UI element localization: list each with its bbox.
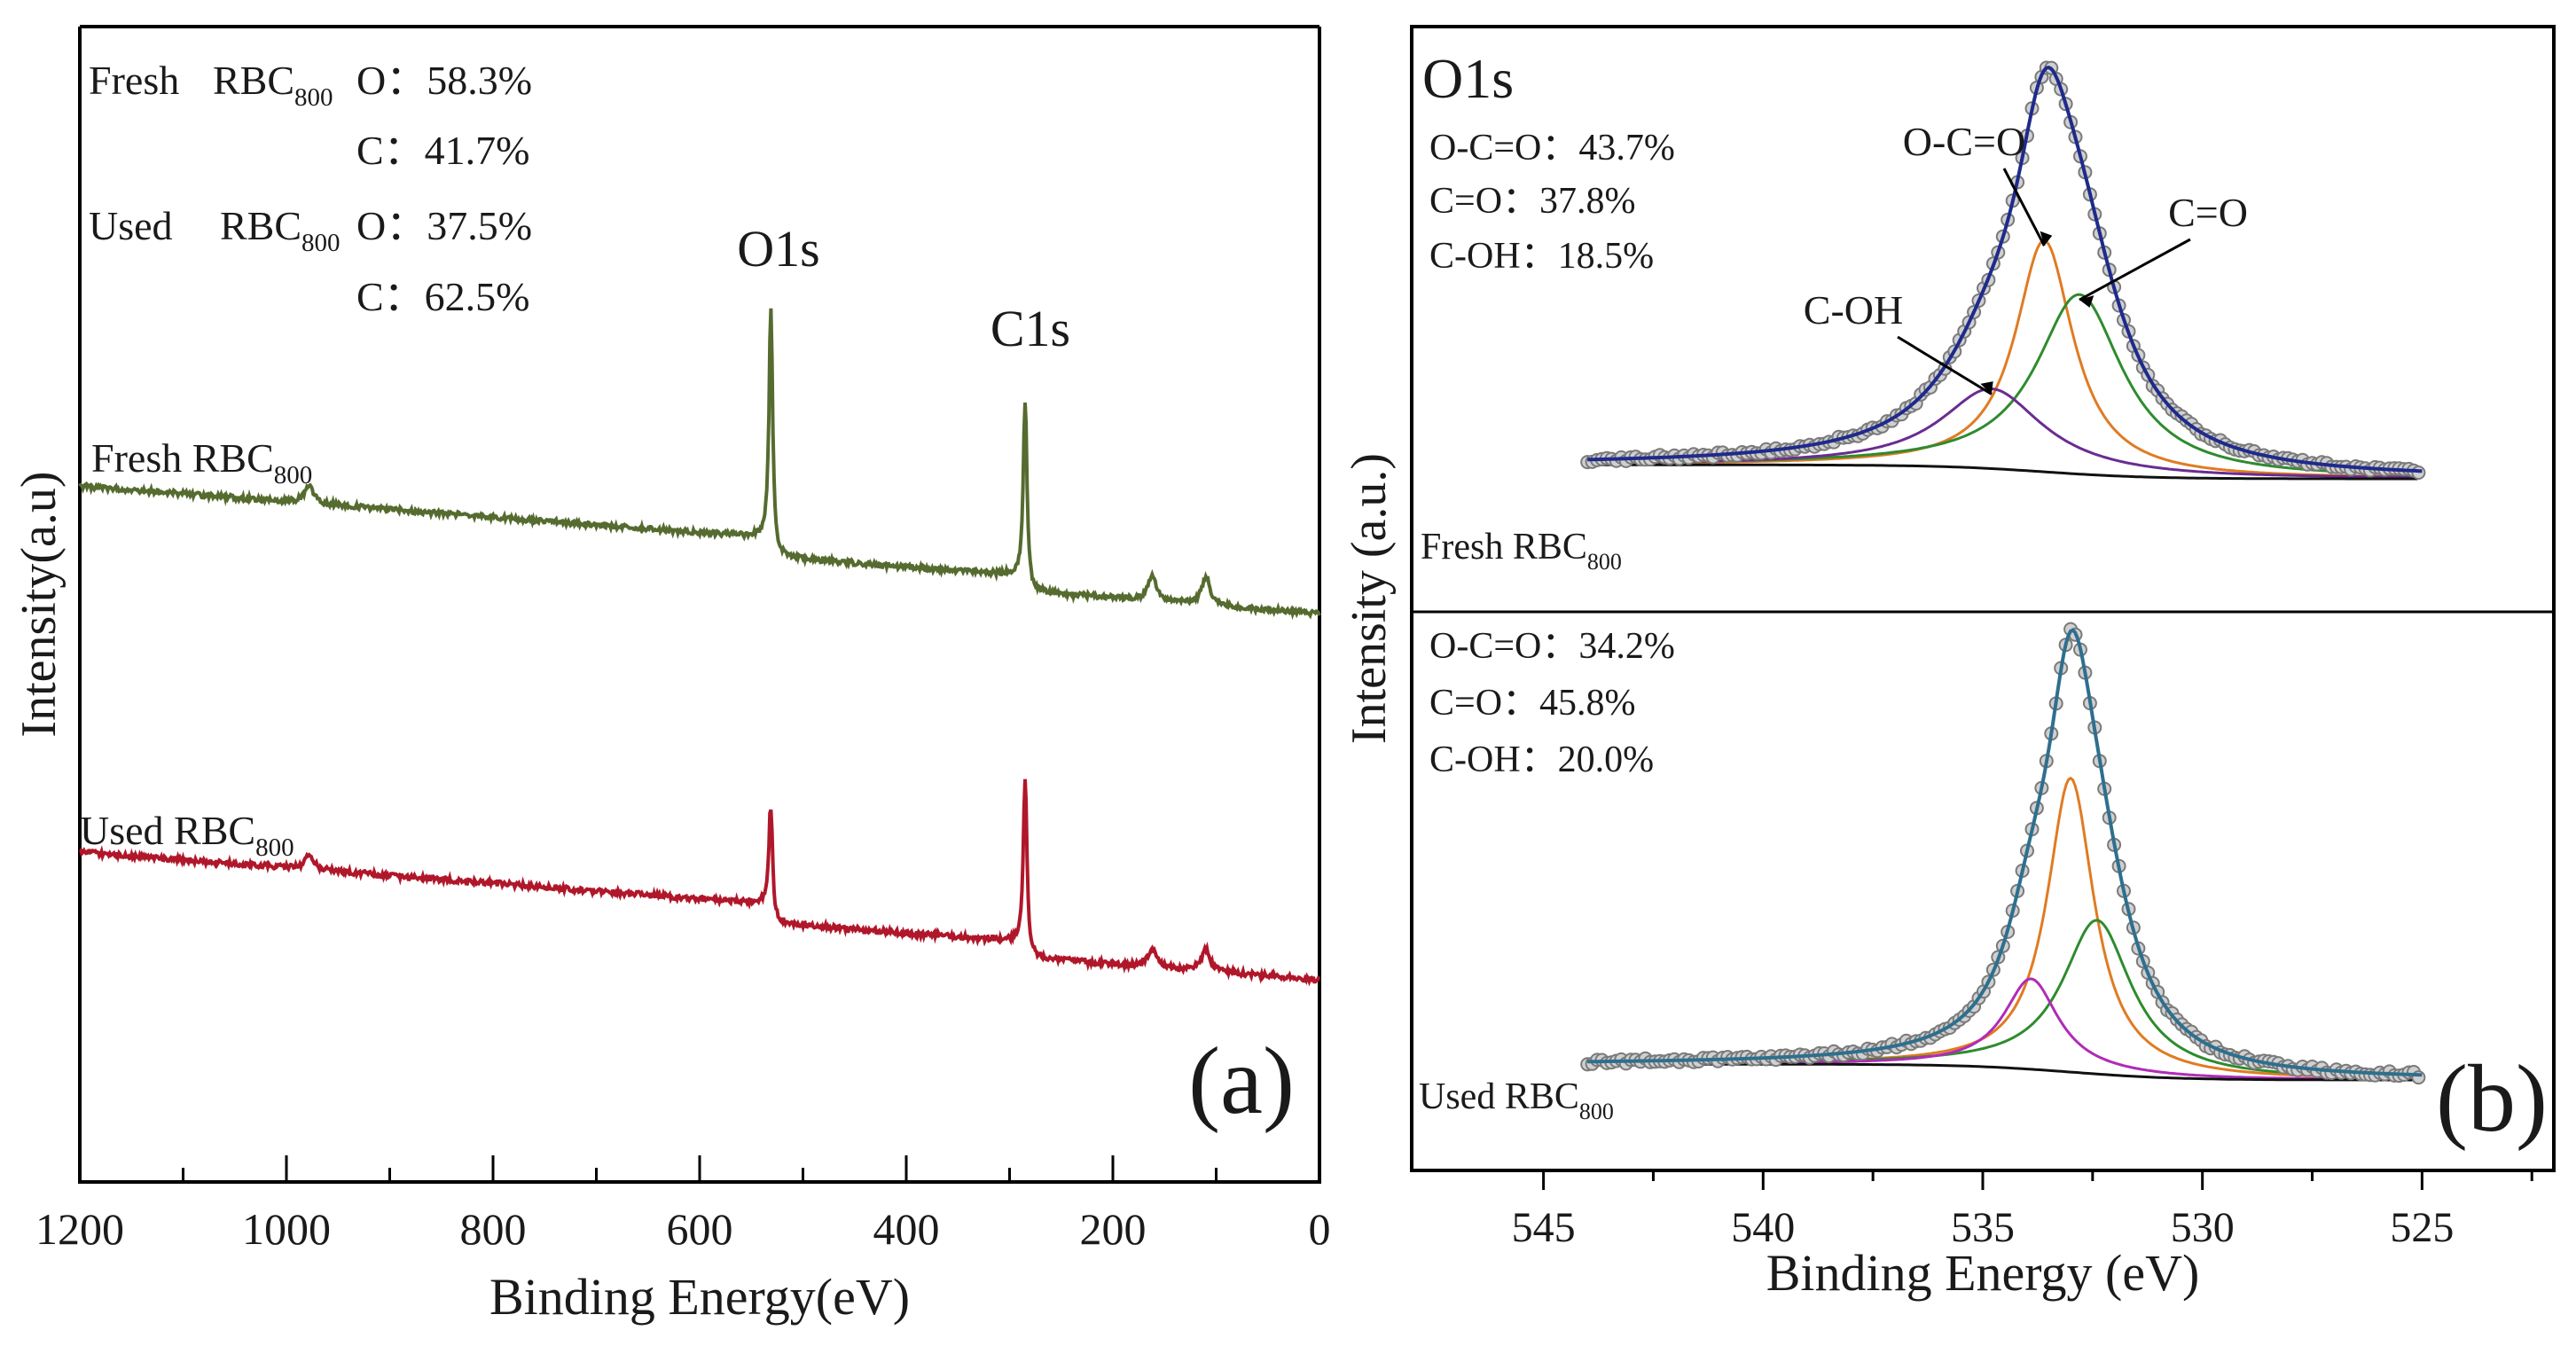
panel-b-peak-pointer (1897, 335, 1993, 395)
panel-b-xtick-label: 540 (1731, 1204, 1795, 1251)
panel-b-background (1587, 1062, 2418, 1082)
panel-a-xtick-label: 1000 (242, 1204, 331, 1254)
panel-b-envelope (1587, 66, 2423, 473)
panel-a-xtick-label: 600 (667, 1204, 733, 1254)
panel-b-stat: O-C=O：43.7% (1429, 128, 1675, 168)
panel-a-comp-value: O：37.5% (356, 203, 532, 248)
panel-b-xlabel: Binding Energy (eV) (1766, 1244, 2200, 1302)
panel-b-stat: O-C=O：34.2% (1429, 626, 1675, 667)
panel-a-series-label-fresh: Fresh RBC800 (91, 435, 312, 489)
panel-a-ylabel: Intensity(a.u) (12, 471, 67, 737)
panel-b-xtick-label: 535 (1951, 1204, 2015, 1251)
panel-b-stat: C-OH：18.5% (1429, 236, 1654, 277)
panel-b-component-fresh (1587, 293, 2423, 476)
panel-b-label: (b) (2436, 1046, 2548, 1152)
panel-b-peak-label: O-C=O (1903, 119, 2025, 164)
panel-a-comp-material: RBC800 (213, 58, 333, 112)
panel-a-series-label-used: Used RBC800 (80, 808, 294, 862)
panel-a-xtick-label: 1200 (35, 1204, 124, 1254)
panel-b-peak-arrowhead (1980, 381, 1993, 395)
panel-a-xtick-label: 0 (1309, 1204, 1331, 1254)
panel-a-o1s-annotation: O1s (737, 220, 819, 278)
panel-a-series-fresh (78, 308, 1321, 621)
panel-b-peak-arrowhead (2079, 295, 2094, 308)
panel-a-comp-value: C：41.7% (356, 128, 530, 173)
panel-b-peak-arrowhead (2040, 231, 2053, 247)
panel-b-component-fresh (1587, 239, 2423, 479)
panel-a-comp-value: O：58.3% (356, 58, 532, 103)
panel-b-peak-pointer (2079, 238, 2191, 301)
panel-b-xtick-label: 530 (2171, 1204, 2235, 1251)
panel-b-xtick-label: 545 (1512, 1204, 1576, 1251)
panel-a-series-used (79, 779, 1321, 987)
panel-b-background (1587, 463, 2418, 481)
panel-b-stat: C-OH：20.0% (1429, 740, 1654, 780)
panel-b-peak-label: C-OH (1804, 287, 1903, 333)
panel-b-xtick-label: 525 (2390, 1204, 2454, 1251)
panel-b-stat: C=O：45.8% (1429, 683, 1636, 724)
panel-b-ylabel: Intensity (a.u.) (1342, 453, 1397, 744)
panel-b-stat: C=O：37.8% (1429, 181, 1636, 222)
panel-a-xlabel: Binding Energy(eV) (489, 1268, 910, 1326)
panel-a-xtick-label: 400 (873, 1204, 940, 1254)
panel-b-envelope (1587, 628, 2423, 1077)
panel-a-xtick-label: 200 (1080, 1204, 1147, 1254)
panel-a-comp-material: RBC800 (220, 203, 341, 257)
panel-b-title: O1s (1422, 47, 1514, 110)
panel-a-comp-sample: Fresh (89, 58, 179, 103)
panel-a-xtick-label: 800 (460, 1204, 527, 1254)
panel-b-peak-pointer (2002, 168, 2046, 247)
panel-a-label: (a) (1188, 1029, 1295, 1134)
panel-b-sample-label-fresh: Fresh RBC800 (1421, 527, 1622, 575)
panel-a-axes (78, 27, 1321, 1184)
panel-b-peak-label: C=O (2168, 190, 2248, 235)
panel-a-c1s-annotation: C1s (990, 300, 1070, 357)
panel-a-comp-sample: Used (89, 203, 173, 248)
panel-b-sample-label-used: Used RBC800 (1419, 1076, 1614, 1124)
panel-a-comp-value: C：62.5% (356, 274, 530, 319)
